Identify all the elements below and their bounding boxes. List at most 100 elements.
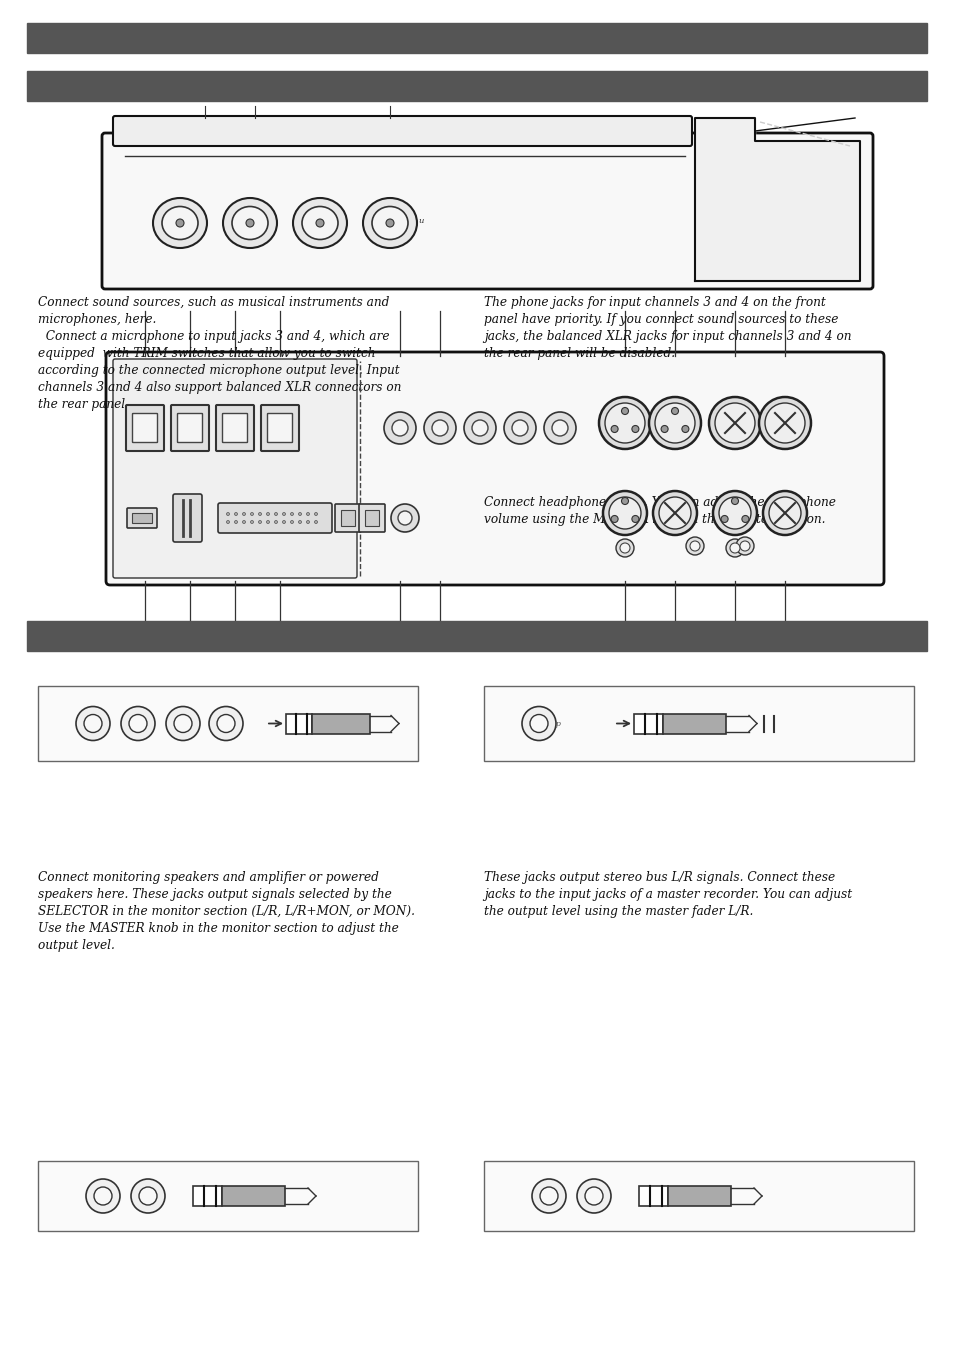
Circle shape [729, 543, 740, 553]
Text: u: u [417, 218, 423, 226]
Circle shape [258, 512, 261, 516]
FancyBboxPatch shape [106, 353, 883, 585]
Circle shape [216, 715, 234, 732]
Polygon shape [695, 118, 859, 281]
Circle shape [266, 520, 269, 523]
FancyBboxPatch shape [132, 413, 157, 443]
Circle shape [242, 520, 245, 523]
Text: p: p [556, 720, 560, 727]
Circle shape [234, 512, 237, 516]
FancyBboxPatch shape [112, 116, 691, 146]
Circle shape [659, 497, 690, 530]
Circle shape [708, 397, 760, 449]
Circle shape [76, 707, 110, 740]
Circle shape [282, 512, 285, 516]
Ellipse shape [372, 207, 408, 239]
FancyBboxPatch shape [335, 504, 360, 532]
Ellipse shape [302, 207, 337, 239]
Circle shape [291, 512, 294, 516]
Ellipse shape [162, 207, 198, 239]
Circle shape [242, 512, 245, 516]
Circle shape [266, 512, 269, 516]
Ellipse shape [293, 199, 347, 249]
Text: These jacks output stereo bus L/R signals. Connect these
jacks to the input jack: These jacks output stereo bus L/R signal… [483, 871, 851, 917]
Ellipse shape [223, 199, 276, 249]
Circle shape [131, 1179, 165, 1213]
Circle shape [251, 520, 253, 523]
Circle shape [314, 520, 317, 523]
Circle shape [655, 403, 695, 443]
Circle shape [298, 520, 301, 523]
Circle shape [84, 715, 102, 732]
FancyBboxPatch shape [177, 413, 202, 443]
Circle shape [291, 520, 294, 523]
Circle shape [577, 1179, 610, 1213]
Circle shape [314, 512, 317, 516]
Circle shape [226, 520, 230, 523]
FancyBboxPatch shape [102, 132, 872, 289]
FancyBboxPatch shape [172, 494, 202, 542]
Bar [483, 686, 913, 761]
Circle shape [166, 707, 200, 740]
Circle shape [759, 397, 810, 449]
Bar [365, 509, 378, 526]
Circle shape [386, 219, 394, 227]
Circle shape [648, 397, 700, 449]
Circle shape [543, 412, 576, 444]
Circle shape [274, 512, 277, 516]
Circle shape [121, 707, 154, 740]
Bar [27, 23, 926, 53]
Bar [27, 72, 926, 101]
Ellipse shape [152, 199, 207, 249]
Text: Connect monitoring speakers and amplifier or powered
speakers here. These jacks : Connect monitoring speakers and amplifie… [38, 871, 415, 952]
Circle shape [719, 497, 750, 530]
Circle shape [392, 420, 408, 436]
Circle shape [768, 497, 801, 530]
Circle shape [598, 397, 650, 449]
Circle shape [735, 536, 753, 555]
Circle shape [384, 412, 416, 444]
Circle shape [602, 490, 646, 535]
FancyBboxPatch shape [222, 413, 247, 443]
Bar [662, 713, 725, 734]
Circle shape [463, 412, 496, 444]
Text: The phone jacks for input channels 3 and 4 on the front
panel have priority. If : The phone jacks for input channels 3 and… [483, 296, 851, 359]
Circle shape [512, 420, 527, 436]
Bar [221, 1186, 285, 1206]
FancyBboxPatch shape [267, 413, 293, 443]
FancyBboxPatch shape [126, 405, 164, 451]
Circle shape [660, 426, 667, 432]
Circle shape [671, 408, 678, 415]
Circle shape [391, 504, 418, 532]
Circle shape [611, 426, 618, 432]
Circle shape [503, 412, 536, 444]
Circle shape [423, 412, 456, 444]
Circle shape [521, 707, 556, 740]
Bar [193, 1186, 221, 1206]
Circle shape [251, 512, 253, 516]
Bar [340, 509, 355, 526]
Circle shape [720, 516, 727, 523]
Circle shape [298, 512, 301, 516]
Circle shape [608, 497, 640, 530]
Bar [312, 713, 370, 734]
Circle shape [619, 543, 629, 553]
Circle shape [226, 512, 230, 516]
FancyBboxPatch shape [171, 405, 209, 451]
Circle shape [631, 426, 639, 432]
Circle shape [274, 520, 277, 523]
Bar [38, 1161, 417, 1231]
Bar [286, 713, 312, 734]
FancyBboxPatch shape [112, 359, 356, 578]
Bar [483, 1161, 913, 1231]
Circle shape [139, 1188, 157, 1205]
Circle shape [731, 497, 738, 504]
Circle shape [762, 490, 806, 535]
Circle shape [432, 420, 448, 436]
Bar [667, 1186, 730, 1206]
Circle shape [620, 497, 628, 504]
Circle shape [620, 408, 628, 415]
Circle shape [306, 520, 309, 523]
Circle shape [764, 403, 804, 443]
FancyBboxPatch shape [358, 504, 385, 532]
